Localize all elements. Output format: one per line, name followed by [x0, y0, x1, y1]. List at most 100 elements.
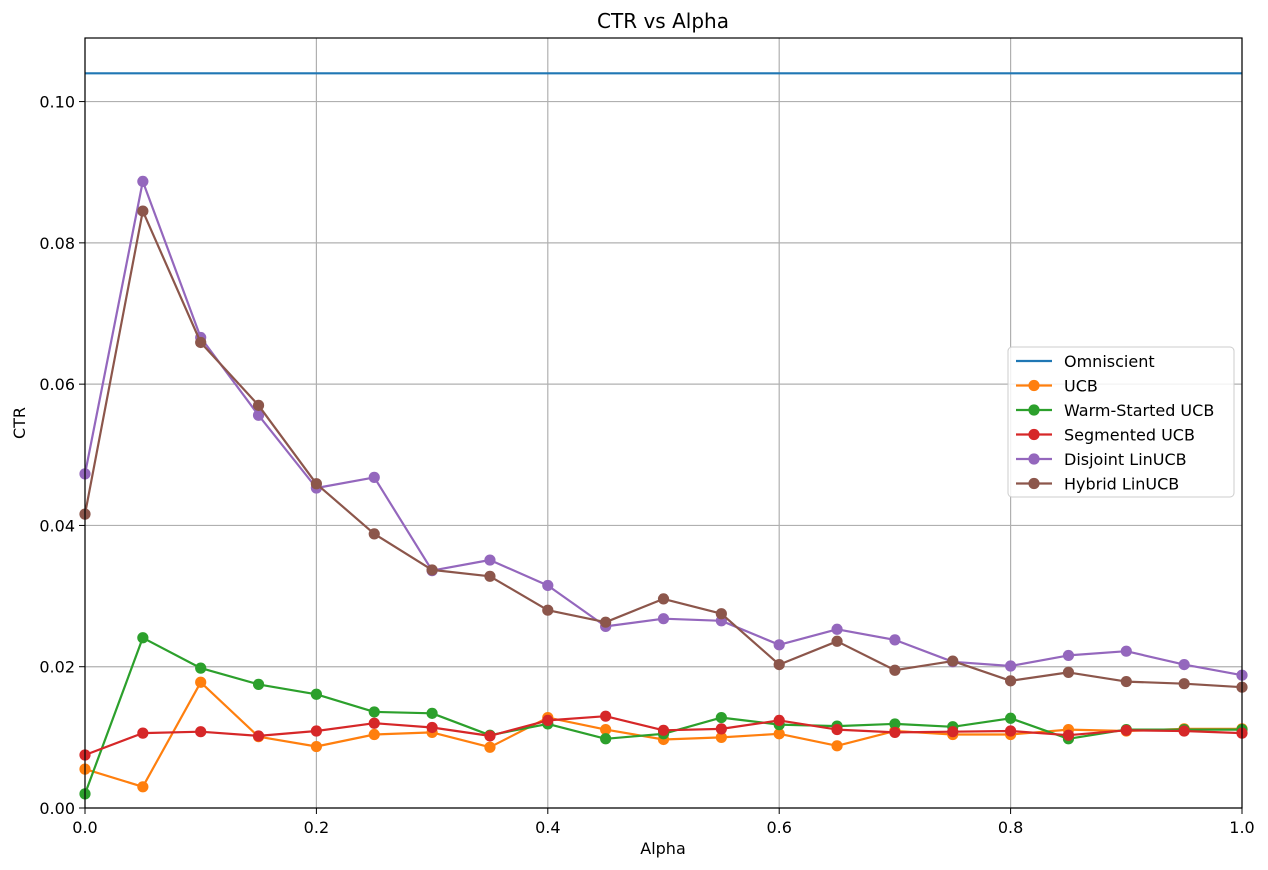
data-point-disjoint-linucb: [831, 623, 843, 635]
data-point-disjoint-linucb: [657, 613, 670, 625]
data-point-ucb: [137, 781, 149, 793]
series-line-warm-started-ucb: [83, 636, 1242, 795]
legend-marker-warm-started-ucb: [1028, 404, 1040, 416]
data-point-warm-started-ucb: [426, 707, 438, 719]
legend: Omniscient UCB Warm-Started UCB Segmented U…: [1007, 346, 1235, 498]
data-point-warm-started-ucb: [1005, 712, 1017, 724]
data-point-segmented-ucb: [773, 714, 785, 727]
legend-marker-disjoint-linucb: [1028, 453, 1040, 465]
data-point-segmented-ucb: [252, 730, 265, 742]
x-tick-label: 1.0: [1229, 818, 1254, 837]
data-point-segmented-ucb: [831, 723, 843, 736]
data-point-segmented-ucb: [1005, 725, 1017, 737]
x-tick-label: 0.6: [766, 818, 791, 837]
data-point-hybrid-linucb: [1178, 678, 1190, 690]
x-tick-label: 0.2: [304, 818, 329, 837]
data-point-hybrid-linucb: [1005, 675, 1017, 687]
series-layer: [79, 72, 1248, 800]
data-point-segmented-ucb: [889, 726, 901, 739]
data-point-hybrid-linucb: [137, 205, 149, 217]
x-tick-label: 0.4: [535, 818, 560, 837]
data-point-disjoint-linucb: [252, 409, 265, 421]
data-point-hybrid-linucb: [542, 604, 554, 616]
legend-marker-segmented-ucb: [1028, 428, 1040, 441]
data-point-hybrid-linucb: [1062, 666, 1075, 678]
data-point-segmented-ucb: [1062, 729, 1075, 741]
data-point-ucb: [600, 723, 612, 736]
y-tick-label: 0.10: [39, 93, 75, 112]
data-point-segmented-ucb: [1120, 724, 1132, 736]
y-tick-label: 0.08: [39, 234, 75, 253]
x-axis-label: Alpha: [640, 839, 686, 858]
data-point-disjoint-linucb: [137, 175, 149, 188]
chart-title: CTR vs Alpha: [597, 9, 729, 33]
y-tick-label: 0.06: [39, 375, 75, 394]
legend-label-warm-started-ucb: Warm-Started UCB: [1064, 401, 1214, 420]
data-point-segmented-ucb: [947, 726, 959, 738]
legend-label-segmented-ucb: Segmented UCB: [1064, 426, 1195, 445]
legend-label-hybrid-linucb: Hybrid LinUCB: [1064, 475, 1179, 494]
data-point-segmented-ucb: [137, 727, 149, 739]
data-point-disjoint-linucb: [368, 471, 380, 483]
data-point-hybrid-linucb: [600, 616, 612, 628]
data-point-disjoint-linucb: [889, 634, 901, 646]
data-point-hybrid-linucb: [773, 658, 785, 671]
legend-box: [1007, 346, 1235, 498]
y-tick-label: 0.00: [39, 799, 75, 818]
data-point-hybrid-linucb: [310, 478, 322, 490]
data-point-disjoint-linucb: [773, 639, 785, 651]
data-point-disjoint-linucb: [542, 579, 554, 592]
x-tick-label: 0.8: [998, 818, 1023, 837]
plot-frame: [84, 37, 1243, 809]
data-point-disjoint-linucb: [1062, 649, 1075, 662]
legend-marker-hybrid-linucb: [1028, 477, 1040, 490]
data-point-disjoint-linucb: [1178, 658, 1190, 671]
data-point-disjoint-linucb: [484, 554, 496, 566]
data-point-segmented-ucb: [368, 717, 380, 729]
data-point-hybrid-linucb: [426, 564, 438, 576]
data-point-ucb: [831, 740, 843, 752]
data-point-hybrid-linucb: [252, 399, 265, 411]
data-point-segmented-ucb: [657, 724, 670, 736]
data-point-warm-started-ucb: [600, 733, 612, 745]
data-point-warm-started-ucb: [137, 632, 149, 644]
data-point-ucb: [368, 728, 380, 741]
data-point-hybrid-linucb: [831, 635, 843, 647]
data-point-hybrid-linucb: [1120, 675, 1132, 688]
legend-label-disjoint-linucb: Disjoint LinUCB: [1064, 450, 1187, 469]
data-point-hybrid-linucb: [947, 655, 959, 667]
data-point-warm-started-ucb: [195, 662, 207, 674]
x-tick-label: 0.0: [72, 818, 97, 837]
y-axis-label: CTR: [10, 407, 29, 439]
legend-marker-ucb: [1028, 379, 1040, 392]
data-point-hybrid-linucb: [368, 528, 380, 540]
data-point-warm-started-ucb: [310, 688, 322, 700]
legend-label-omniscient: Omniscient: [1064, 352, 1155, 371]
data-point-ucb: [715, 731, 727, 743]
data-point-segmented-ucb: [484, 730, 496, 742]
y-tick-label: 0.04: [39, 516, 75, 535]
data-point-warm-started-ucb: [368, 706, 380, 718]
data-point-ucb: [310, 740, 322, 753]
data-point-segmented-ucb: [600, 710, 612, 722]
data-point-hybrid-linucb: [715, 608, 727, 620]
data-point-hybrid-linucb: [195, 336, 207, 349]
y-tick-label: 0.02: [39, 658, 75, 677]
data-point-segmented-ucb: [542, 714, 554, 727]
legend-label-ucb: UCB: [1064, 377, 1098, 396]
data-point-warm-started-ucb: [252, 678, 265, 690]
data-point-segmented-ucb: [426, 721, 438, 734]
x-axis-ticks: 0.0 0.2 0.4 0.6 0.8 1.0: [72, 808, 1255, 837]
data-point-hybrid-linucb: [484, 570, 496, 582]
data-point-ucb: [195, 676, 207, 688]
data-point-ucb: [484, 741, 496, 753]
data-point-warm-started-ucb: [715, 711, 727, 724]
data-point-disjoint-linucb: [1120, 645, 1132, 657]
data-point-segmented-ucb: [1178, 725, 1190, 737]
data-point-segmented-ucb: [310, 725, 322, 737]
data-point-disjoint-linucb: [1005, 660, 1017, 672]
y-axis-ticks: 0.00 0.02 0.04 0.06 0.08 0.10: [39, 93, 85, 818]
data-point-hybrid-linucb: [657, 593, 670, 605]
data-point-warm-started-ucb: [889, 718, 901, 730]
